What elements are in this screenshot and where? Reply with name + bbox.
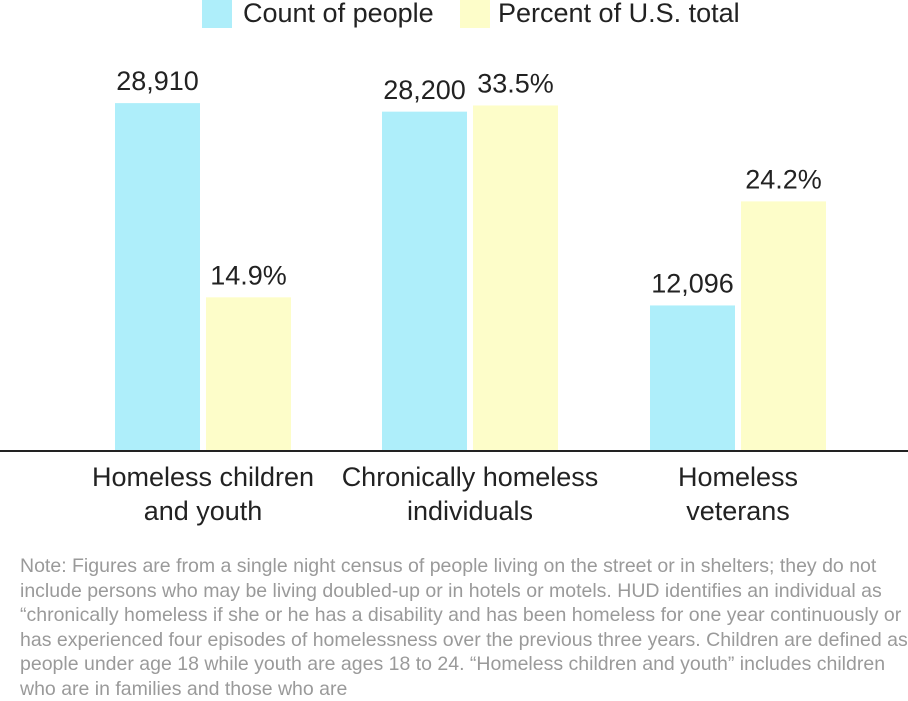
value-label: 33.5% (477, 69, 554, 99)
value-label: 12,096 (651, 269, 734, 299)
value-label: 28,200 (383, 75, 466, 105)
x-tick-label: Homeless children and youth (91, 462, 315, 526)
x-tick-label: Homeless veterans (677, 462, 799, 526)
bar (741, 201, 826, 451)
bar (382, 111, 467, 451)
value-label: 24.2% (745, 165, 822, 195)
legend-swatch (202, 0, 232, 28)
legend-label: Percent of U.S. total (498, 0, 740, 28)
bar (206, 297, 291, 451)
bar (650, 305, 735, 451)
value-label: 14.9% (210, 260, 287, 290)
note: Note: Figures are from a single night ce… (20, 555, 908, 700)
value-label: 28,910 (116, 66, 199, 96)
chart: Count of people Percent of U.S. total 28,9… (0, 0, 908, 452)
x-tick-label: Chronically homeless individuals (341, 462, 599, 526)
legend-swatch (460, 0, 490, 28)
legend-label: Count of people (243, 0, 434, 28)
bar (473, 105, 558, 451)
bar (115, 103, 200, 451)
